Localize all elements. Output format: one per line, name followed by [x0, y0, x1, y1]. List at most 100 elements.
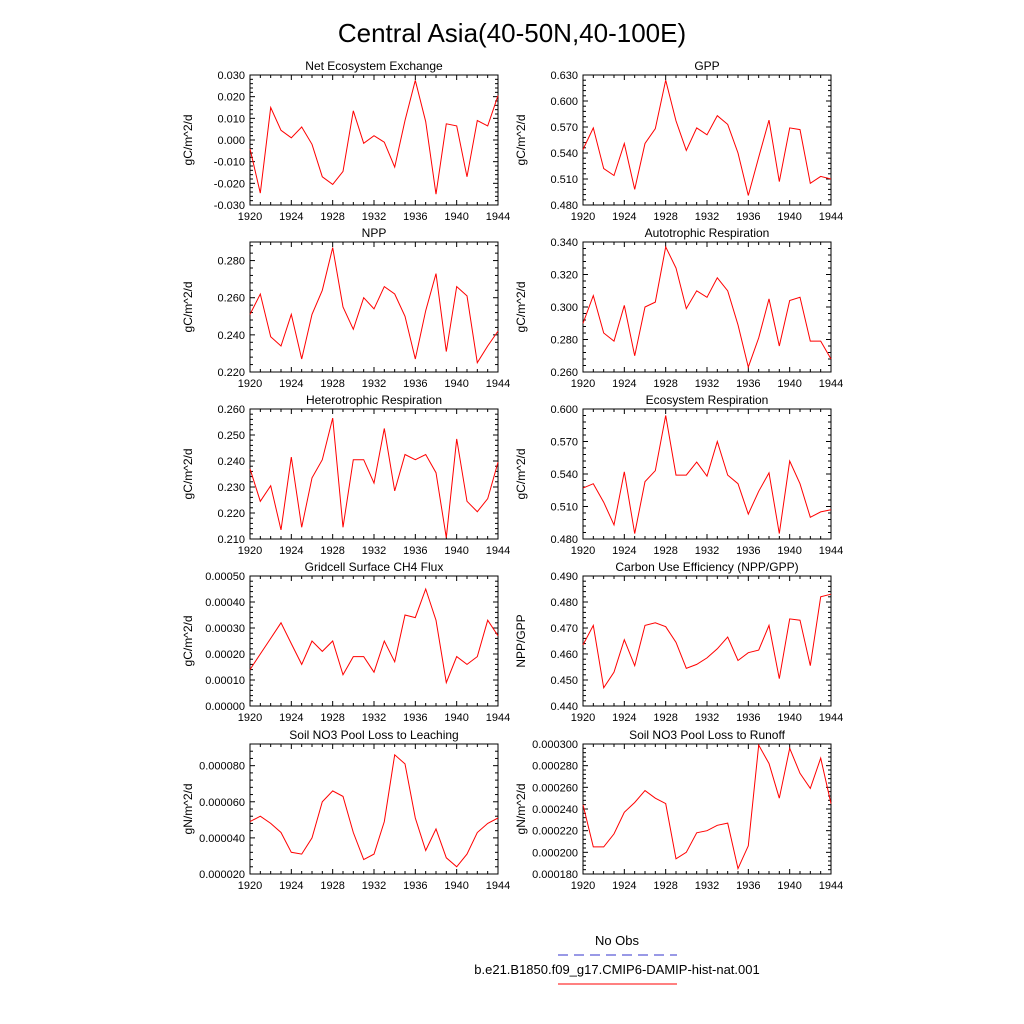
x-tick-label: 1924 — [612, 211, 636, 223]
x-tick-label: 1932 — [362, 211, 386, 223]
y-tick-label: 0.220 — [217, 367, 245, 379]
y-axis-label: gC/m^2/d — [181, 616, 195, 667]
y-tick-label: 0.510 — [550, 174, 578, 186]
y-tick-label: 0.000260 — [532, 782, 578, 794]
y-tick-label: 0.240 — [217, 456, 245, 468]
y-axis-label: gC/m^2/d — [181, 282, 195, 333]
y-axis-label: gC/m^2/d — [514, 282, 528, 333]
panel-title: Soil NO3 Pool Loss to Leaching — [289, 728, 458, 742]
x-tick-label: 1928 — [320, 378, 344, 390]
y-tick-label: 0.600 — [550, 404, 578, 416]
legend: No Obs b.e21.B1850.f09_g17.CMIP6-DAMIP-h… — [474, 933, 760, 985]
y-tick-label: 0.000080 — [199, 761, 245, 773]
series-line — [582, 743, 832, 871]
y-tick-label: 0.000180 — [532, 869, 578, 881]
y-tick-label: 0.000020 — [199, 869, 245, 881]
y-axis-label: gC/m^2/d — [181, 115, 195, 166]
x-tick-label: 1932 — [362, 712, 386, 724]
y-tick-label: 0.340 — [550, 237, 578, 249]
panel-title: Autotrophic Respiration — [645, 226, 770, 240]
x-tick-label: 1928 — [653, 545, 677, 557]
x-tick-label: 1920 — [238, 211, 262, 223]
x-tick-label: 1936 — [736, 880, 760, 892]
y-tick-label: 0.280 — [217, 256, 245, 268]
x-tick-label: 1944 — [486, 712, 510, 724]
x-tick-label: 1944 — [819, 545, 843, 557]
series-line — [249, 587, 499, 685]
x-tick-label: 1940 — [777, 545, 801, 557]
plot-frame — [249, 241, 499, 373]
y-tick-label: 0.00040 — [205, 597, 245, 609]
y-tick-label: 0.480 — [550, 597, 578, 609]
y-axis-label: gC/m^2/d — [514, 449, 528, 500]
x-tick-label: 1944 — [486, 545, 510, 557]
x-tick-label: 1920 — [571, 545, 595, 557]
panel-autotrophic-respiration: Autotrophic Respiration gC/m^2/d 1920 1924 1… — [514, 226, 843, 390]
x-tick-label: 1936 — [736, 211, 760, 223]
series-line — [249, 417, 499, 538]
y-tick-label: 0.250 — [217, 430, 245, 442]
x-tick-label: 1940 — [777, 712, 801, 724]
y-tick-label: 0.440 — [550, 701, 578, 713]
series-line — [582, 80, 832, 196]
x-tick-label: 1924 — [279, 880, 303, 892]
x-tick-label: 1932 — [695, 880, 719, 892]
plot-frame — [582, 74, 832, 206]
y-tick-label: 0.020 — [217, 92, 245, 104]
panel-title: GPP — [694, 59, 719, 73]
x-tick-label: 1936 — [736, 545, 760, 557]
x-tick-label: 1924 — [612, 545, 636, 557]
x-tick-label: 1936 — [403, 880, 427, 892]
panel-net-ecosystem-exchange: Net Ecosystem Exchange gC/m^2/d 1920 1924 19… — [181, 59, 510, 223]
panel-heterotrophic-respiration: Heterotrophic Respiration gC/m^2/d 1920 192… — [181, 393, 510, 557]
y-axis-label: NPP/GPP — [514, 614, 528, 667]
x-tick-label: 1928 — [653, 712, 677, 724]
y-tick-label: 0.260 — [217, 404, 245, 416]
x-tick-label: 1940 — [444, 211, 468, 223]
x-tick-label: 1928 — [320, 545, 344, 557]
panel-ecosystem-respiration: Ecosystem Respiration gC/m^2/d 1920 1924 192… — [514, 393, 843, 557]
x-tick-label: 1940 — [777, 378, 801, 390]
panel-carbon-use-efficiency-npp-gpp: Carbon Use Efficiency (NPP/GPP) NPP/GPP 19… — [514, 560, 843, 724]
y-tick-label: 0.630 — [550, 70, 578, 82]
y-tick-label: 0.220 — [217, 508, 245, 520]
y-axis-label: gN/m^2/d — [514, 784, 528, 835]
y-tick-label: 0.00020 — [205, 649, 245, 661]
series-line — [249, 80, 499, 195]
y-tick-label: 0.000280 — [532, 761, 578, 773]
x-tick-label: 1924 — [279, 211, 303, 223]
y-tick-label: 0.230 — [217, 482, 245, 494]
y-tick-label: 0.210 — [217, 534, 245, 546]
y-tick-label: 0.030 — [217, 70, 245, 82]
y-tick-label: 0.280 — [550, 335, 578, 347]
y-tick-label: 0.000 — [217, 135, 245, 147]
plot-frame — [249, 408, 499, 540]
x-tick-label: 1944 — [819, 211, 843, 223]
panels-group: Net Ecosystem Exchange gC/m^2/d 1920 1924 19… — [181, 59, 843, 892]
y-tick-label: -0.020 — [214, 178, 245, 190]
y-tick-label: 0.260 — [550, 367, 578, 379]
panel-soil-no3-pool-loss-to-leaching: Soil NO3 Pool Loss to Leaching gN/m^2/d 19… — [181, 728, 510, 892]
y-tick-label: -0.010 — [214, 157, 245, 169]
y-tick-label: 0.490 — [550, 571, 578, 583]
x-tick-label: 1924 — [612, 378, 636, 390]
y-tick-label: 0.480 — [550, 534, 578, 546]
y-tick-label: 0.600 — [550, 96, 578, 108]
x-tick-label: 1928 — [320, 211, 344, 223]
plot-frame — [582, 408, 832, 540]
plot-frame — [582, 743, 832, 875]
plot-frame — [249, 575, 499, 707]
y-tick-label: 0.540 — [550, 148, 578, 160]
x-tick-label: 1932 — [695, 211, 719, 223]
y-tick-label: -0.030 — [214, 200, 245, 212]
legend-obs-label: No Obs — [595, 933, 640, 948]
plot-frame — [582, 241, 832, 373]
x-tick-label: 1928 — [653, 211, 677, 223]
y-axis-label: gC/m^2/d — [181, 449, 195, 500]
plot-frame — [249, 74, 499, 206]
panel-gpp: GPP gC/m^2/d 1920 1924 1928 1932 1936 1940 1944 0… — [514, 59, 843, 223]
y-tick-label: 0.510 — [550, 502, 578, 514]
x-tick-label: 1936 — [736, 378, 760, 390]
y-tick-label: 0.00030 — [205, 623, 245, 635]
